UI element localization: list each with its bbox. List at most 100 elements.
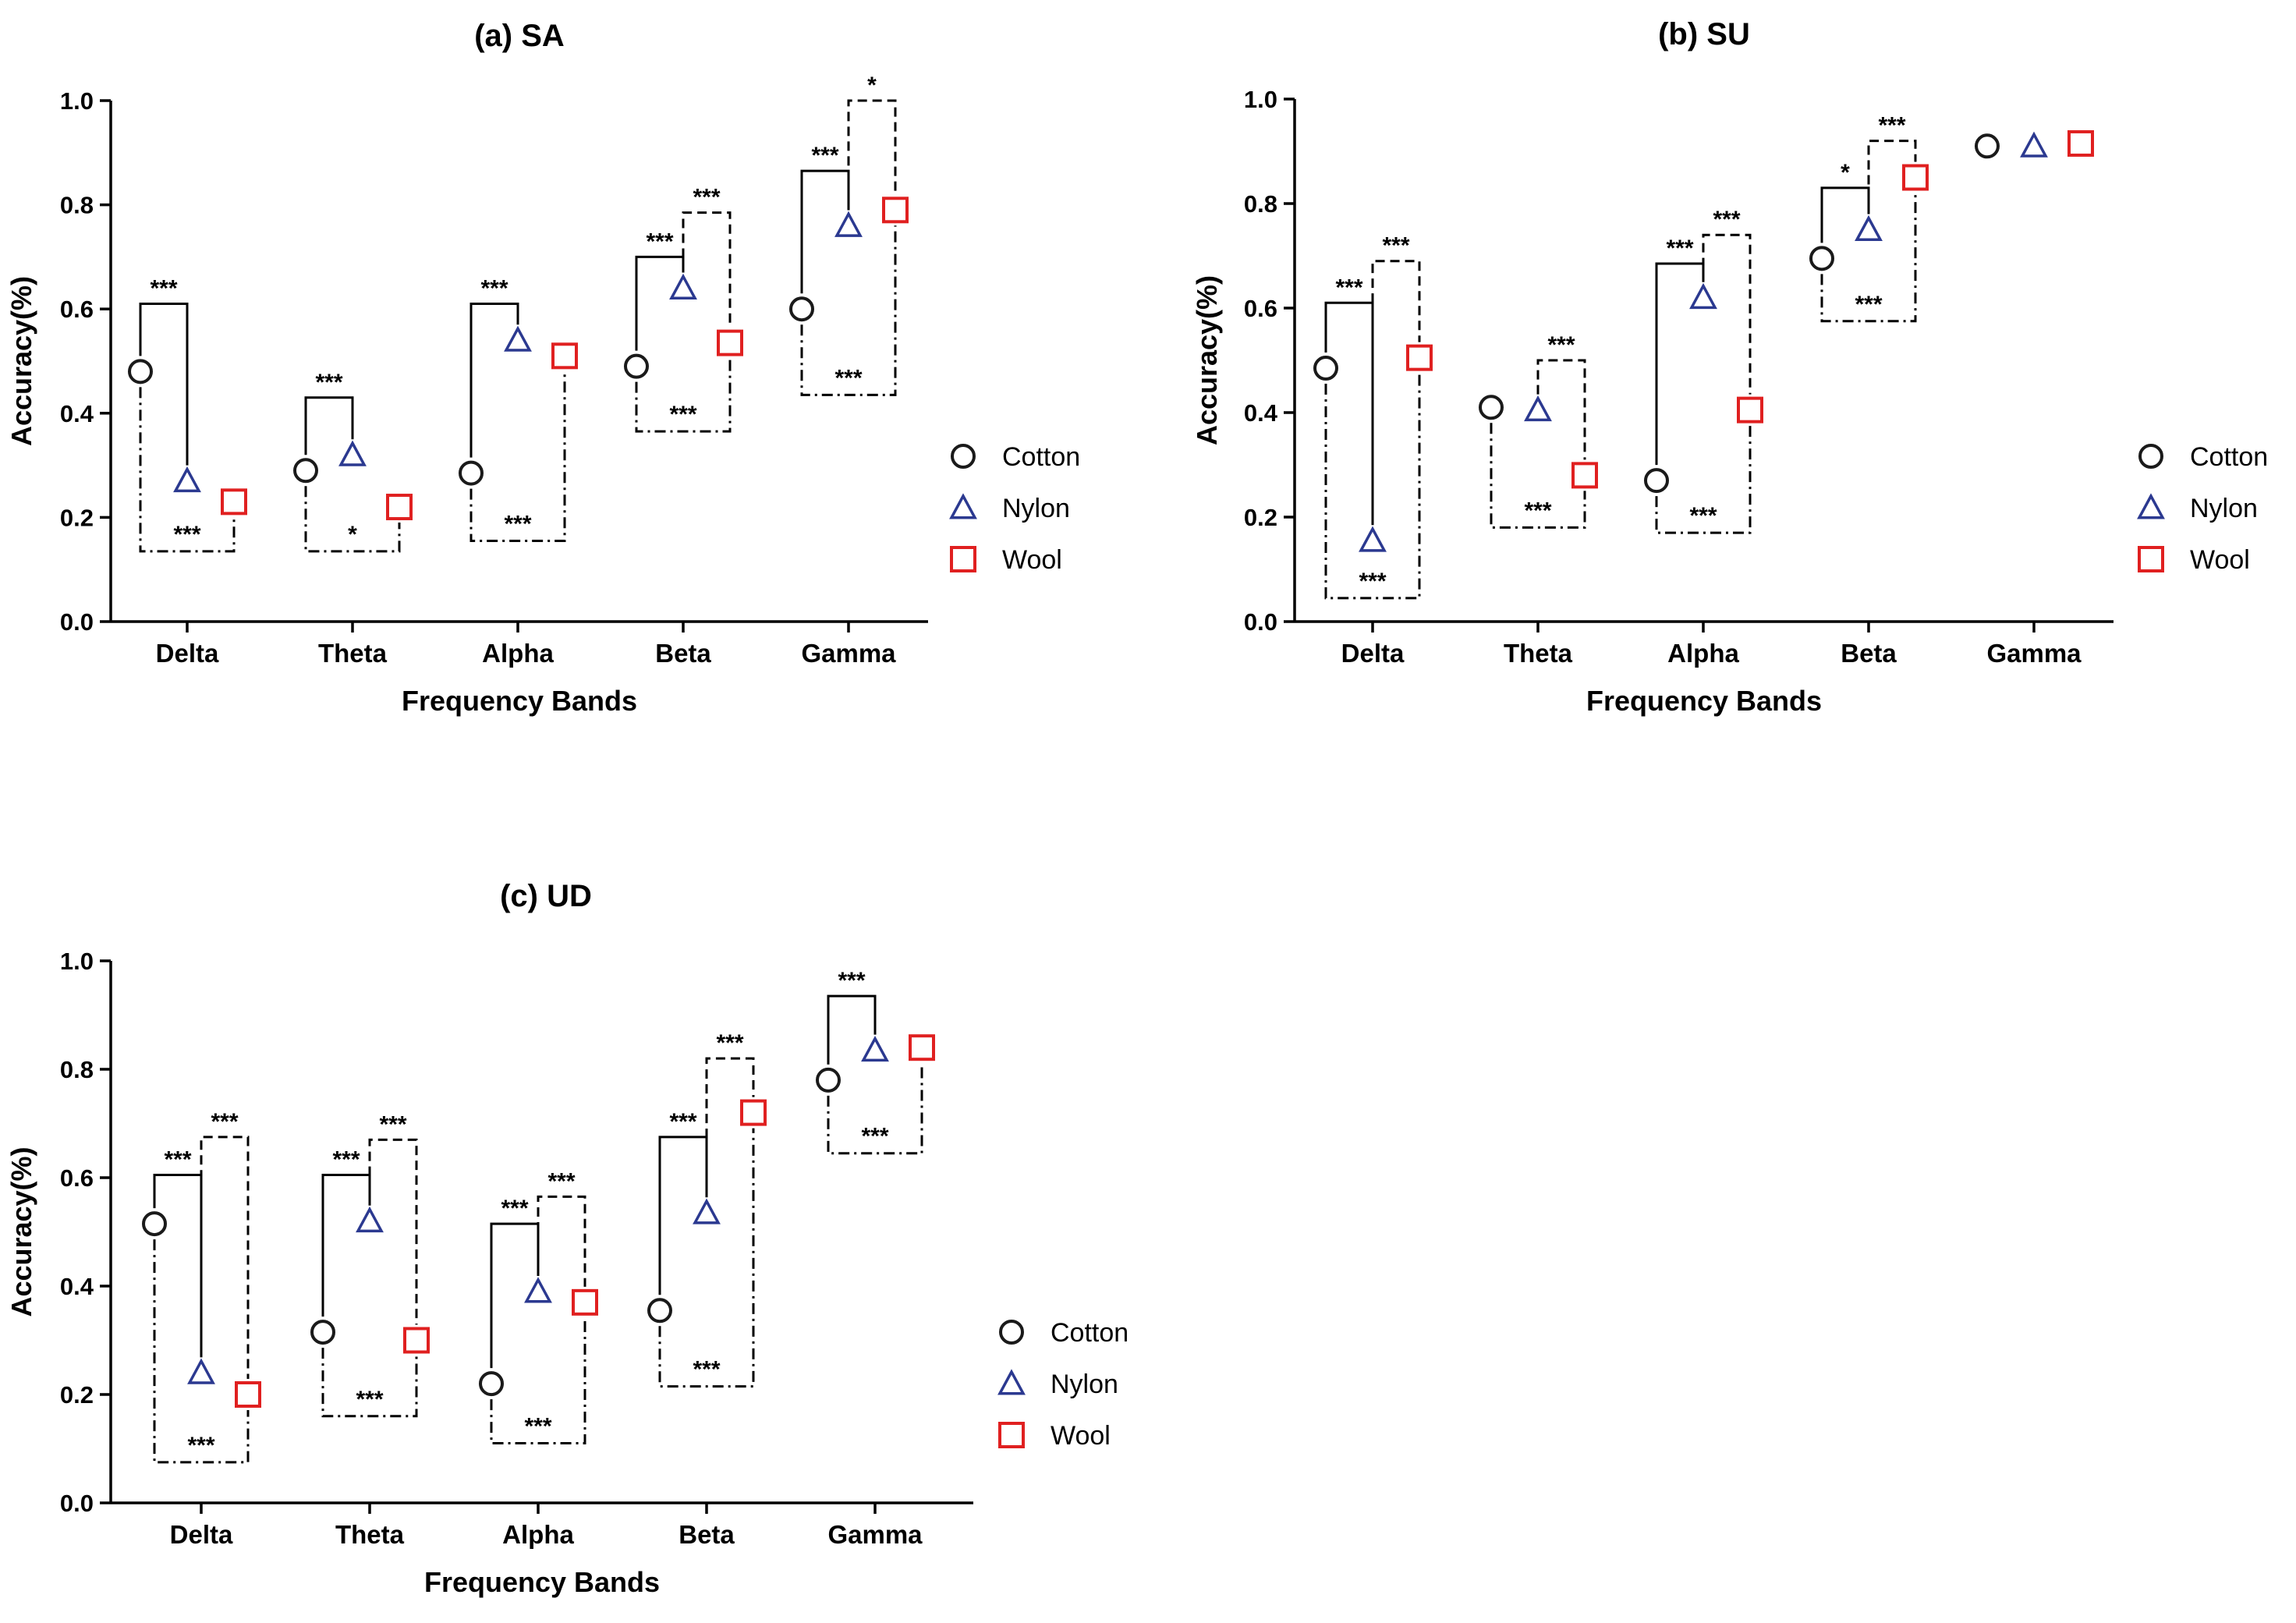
y-axis-title: Accuracy(%): [5, 1146, 37, 1316]
significance-bracket: [304, 486, 401, 553]
significance-bracket: [200, 1136, 250, 1379]
cotton-point: [142, 1211, 167, 1237]
significance-label: ***: [646, 229, 673, 254]
significance-bracket: [635, 255, 685, 351]
significance-bracket: [537, 1195, 586, 1287]
chart-title: (b) SU: [1658, 17, 1750, 51]
x-tick-label: Alpha: [482, 639, 554, 668]
significance-label: *: [1841, 160, 1850, 186]
x-tick-label: Delta: [170, 1520, 233, 1549]
legend-label: Wool: [2190, 545, 2250, 575]
significance-bracket: [153, 1239, 250, 1464]
significance-bracket: [321, 1348, 418, 1418]
chart-title: (c) UD: [500, 879, 592, 913]
significance-bracket: [827, 1063, 923, 1155]
significance-label: ***: [379, 1111, 406, 1137]
wool-point: [1737, 396, 1763, 423]
chart-panel-a: (a) SA 0.0 0.2 0.4 0.6 0.8 1.0 Delta Theta Alpha B…: [5, 19, 1080, 717]
significance-label: ***: [524, 1414, 551, 1440]
y-tick-label: 0.4: [1244, 399, 1278, 427]
significance-bracket: [1371, 260, 1421, 526]
cotton-point: [789, 296, 814, 322]
x-tick-label: Theta: [318, 639, 388, 668]
y-tick-label: 0.2: [60, 1381, 94, 1409]
significance-label: ***: [173, 522, 200, 547]
cotton-point: [459, 460, 484, 486]
y-tick-label: 0.0: [1244, 608, 1277, 636]
x-axis-title: Frequency Bands: [1586, 685, 1822, 717]
y-tick-label: 0.8: [1244, 190, 1277, 218]
significance-bracket: [800, 225, 897, 396]
nylon-point: [187, 1358, 215, 1384]
significance-label: ***: [669, 1109, 696, 1135]
cotton-point: [293, 458, 318, 484]
nylon-point: [834, 211, 863, 237]
significance-label: ***: [1335, 275, 1362, 300]
legend-nylon-icon: [949, 493, 977, 519]
x-tick-label: Theta: [335, 1520, 405, 1549]
cotton-point: [1975, 133, 2000, 159]
significance-bracket: [368, 1138, 418, 1325]
significance-bracket: [1702, 233, 1752, 395]
wool-point: [551, 342, 578, 370]
x-tick-label: Gamma: [801, 639, 896, 668]
significance-label: ***: [1855, 292, 1882, 317]
y-tick-label: 0.2: [60, 504, 94, 531]
legend-label: Nylon: [1051, 1370, 1118, 1399]
significance-bracket: [1655, 425, 1752, 534]
significance-bracket: [304, 396, 354, 455]
significance-label: *: [348, 522, 357, 547]
legend-cotton-icon: [2138, 444, 2163, 469]
legend-label: Wool: [1051, 1421, 1111, 1451]
x-tick-label: Alpha: [1667, 639, 1739, 668]
cotton-point: [1644, 468, 1669, 494]
significance-label: ***: [693, 185, 720, 211]
legend-label: Nylon: [1002, 494, 1070, 523]
nylon-point: [1359, 526, 1387, 552]
y-tick-label: 0.6: [60, 1164, 94, 1192]
significance-label: ***: [693, 1357, 720, 1383]
significance-label: ***: [150, 276, 177, 302]
nylon-point: [669, 273, 697, 299]
x-axis-title: Frequency Bands: [424, 1566, 660, 1598]
x-tick-label: Beta: [1841, 639, 1897, 668]
y-axis-title: Accuracy(%): [1191, 275, 1223, 445]
significance-bracket: [490, 1317, 586, 1445]
cotton-point: [624, 353, 649, 379]
legend-cotton-icon: [951, 444, 976, 469]
x-tick-label: Delta: [1341, 639, 1405, 668]
x-tick-label: Delta: [156, 639, 219, 668]
chart-panel-b: (b) SU 0.0 0.2 0.4 0.6 0.8 1.0 Delta Theta Alpha B…: [1191, 17, 2268, 717]
significance-bracket: [635, 358, 732, 433]
significance-label: ***: [332, 1147, 360, 1173]
significance-label: ***: [1547, 332, 1575, 358]
nylon-point: [173, 466, 201, 493]
significance-bracket: [1820, 186, 1870, 243]
significance-bracket: [1324, 373, 1421, 600]
significance-bracket: [139, 303, 189, 466]
significance-label: ***: [861, 1124, 888, 1150]
x-axis-title: Frequency Bands: [402, 685, 637, 717]
y-tick-label: 0.8: [60, 192, 94, 219]
significance-label: ***: [1713, 207, 1740, 232]
y-tick-label: 0.0: [60, 608, 94, 636]
y-tick-label: 0.0: [60, 1490, 94, 1517]
significance-bracket: [682, 211, 732, 328]
wool-point: [882, 197, 909, 224]
chart-title: (a) SA: [474, 19, 565, 53]
nylon-point: [861, 1035, 889, 1062]
nylon-point: [1689, 282, 1717, 310]
significance-bracket: [153, 1174, 203, 1358]
legend-label: Wool: [1002, 545, 1062, 575]
significance-label: ***: [1359, 569, 1386, 594]
cotton-point: [1479, 395, 1504, 420]
significance-label: ***: [501, 1196, 528, 1221]
significance-label: ***: [811, 143, 838, 168]
y-tick-label: 0.8: [60, 1056, 94, 1083]
nylon-point: [338, 440, 367, 466]
significance-label: *: [867, 73, 877, 98]
legend-label: Nylon: [2190, 494, 2258, 523]
wool-point: [717, 329, 743, 356]
y-tick-label: 0.6: [60, 296, 94, 323]
